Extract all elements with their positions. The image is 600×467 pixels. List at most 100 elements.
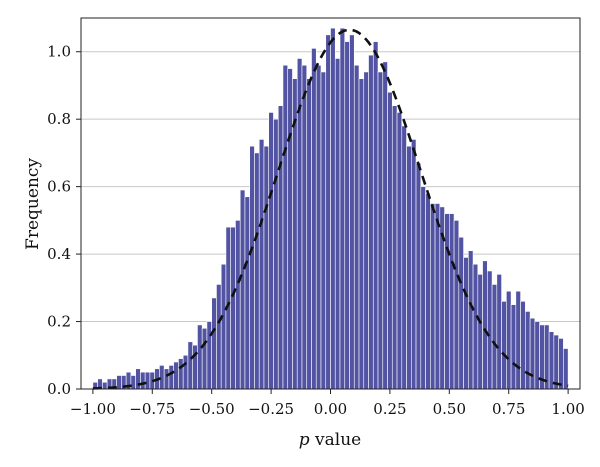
histogram-bar (273, 118, 279, 390)
histogram-bar (368, 54, 374, 390)
histogram-bar (178, 358, 184, 390)
histogram-bar (401, 125, 407, 390)
histogram-bar (140, 371, 146, 390)
histogram-bar (449, 213, 455, 390)
histogram-bar (468, 250, 474, 390)
histogram-bar (525, 311, 531, 390)
histogram-bar (325, 34, 331, 390)
histogram-bars (92, 27, 569, 390)
histogram-bar (306, 78, 312, 390)
histogram-bar (344, 41, 350, 390)
histogram-bar (458, 236, 464, 390)
histogram-bar (429, 203, 436, 390)
histogram-bar (358, 78, 365, 390)
histogram-bar (363, 71, 369, 390)
histogram-bar (320, 71, 327, 390)
x-tick-label: 0.00 (314, 400, 347, 418)
y-tick-label: 0.0 (47, 380, 71, 398)
histogram-bar (520, 301, 526, 390)
histogram-bar (463, 257, 469, 390)
histogram-bar (277, 105, 284, 390)
x-tick-label: −1.00 (70, 400, 116, 418)
histogram-bar (216, 284, 222, 390)
histogram-bar (425, 193, 431, 390)
histogram-bar (453, 220, 460, 390)
histogram-bar (301, 64, 308, 390)
histogram-bar (496, 274, 502, 390)
histogram-bar (244, 196, 251, 390)
y-tick-label: 0.6 (47, 178, 71, 196)
x-tick-label: −0.25 (248, 400, 294, 418)
x-tick-label: 0.75 (492, 400, 525, 418)
histogram-bar (182, 354, 189, 390)
histogram-bar (406, 145, 412, 390)
histogram-bar (130, 375, 136, 390)
histogram-bar (515, 290, 521, 390)
histogram-bar (420, 186, 426, 390)
histogram-bar (197, 324, 203, 390)
y-tick-label: 0.4 (47, 245, 71, 263)
histogram-bar (349, 34, 355, 390)
histogram-bar (116, 375, 122, 390)
histogram-bar (163, 368, 170, 390)
fitted-distribution-curve (92, 28, 569, 390)
histogram-bar (548, 331, 555, 390)
histogram-bar (387, 91, 393, 390)
y-tick-label: 0.2 (47, 313, 71, 331)
histogram-bar (201, 327, 208, 390)
histogram-bar (144, 371, 151, 390)
x-tick-label: −0.50 (189, 400, 235, 418)
histogram-bar (268, 112, 274, 390)
histogram-bar (330, 27, 336, 390)
histogram-bar (382, 61, 388, 390)
histogram-bar (287, 68, 293, 390)
x-axis-title-rest: value (310, 430, 362, 450)
histogram-bar (501, 301, 507, 390)
histogram-bar (487, 270, 493, 390)
histogram-bar (391, 105, 398, 390)
histogram-bar (396, 112, 403, 390)
histogram-bar (334, 58, 341, 390)
x-tick-label: 0.25 (373, 400, 406, 418)
histogram-bar (220, 263, 227, 390)
histogram-bar (192, 344, 198, 390)
histogram-bar (353, 64, 360, 390)
histogram-bar (372, 41, 379, 390)
histogram-bar (558, 338, 564, 390)
histogram-bar (491, 284, 498, 390)
histogram-bar (235, 220, 241, 390)
histogram-bar (102, 381, 108, 390)
histogram-bar (506, 290, 512, 390)
histogram-bar (254, 152, 260, 390)
histogram-bar (339, 27, 346, 390)
x-axis-ticks: −1.00 −0.75 −0.50 −0.25 0.00 0.25 0.50 0.75 1.00 (70, 389, 585, 418)
histogram-bar (482, 260, 488, 390)
x-tick-label: 1.00 (551, 400, 584, 418)
histogram-bar (563, 348, 569, 390)
histogram-bar (206, 321, 212, 390)
histogram-bar (211, 297, 217, 390)
histogram-bar (415, 162, 422, 390)
histogram-bar (311, 48, 317, 390)
y-tick-label: 0.8 (47, 110, 71, 128)
histogram-bar (410, 139, 417, 390)
histogram-bar (315, 64, 322, 390)
y-axis-title: Frequency (23, 158, 43, 250)
y-axis-ticks: 0.0 0.2 0.4 0.6 0.8 1.0 (47, 43, 81, 398)
x-axis-title: p value (299, 430, 361, 450)
histogram-bar (239, 189, 246, 390)
histogram-bar (553, 334, 559, 390)
histogram-bar (187, 341, 193, 390)
histogram-bar (249, 145, 255, 390)
y-tick-label: 1.0 (47, 43, 71, 61)
histogram-bar (477, 274, 483, 390)
histogram-bar (263, 145, 270, 390)
x-tick-label: −0.75 (129, 400, 175, 418)
histogram-bar (258, 139, 265, 390)
x-tick-label: 0.50 (433, 400, 466, 418)
histogram-bar (510, 304, 517, 390)
x-axis-title-italic: p (299, 430, 310, 450)
histogram-bar (173, 361, 179, 390)
histogram-bar (377, 71, 384, 390)
